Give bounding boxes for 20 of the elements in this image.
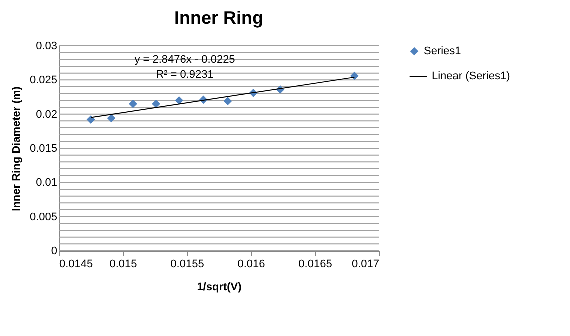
y-tick-label: 0.03: [36, 40, 58, 52]
y-tick-label: 0.005: [30, 211, 58, 224]
y-tick-label: 0: [51, 246, 58, 258]
y-tick-label: 0.015: [30, 143, 58, 155]
x-tick-label: 0.015: [110, 258, 138, 270]
x-tick-label: 0.0145: [60, 258, 94, 270]
annotation: R² = 0.9231: [156, 69, 214, 81]
y-axis-title: Inner Ring Diameter (m): [10, 86, 23, 212]
chart-title: Inner Ring: [174, 8, 264, 28]
x-tick-label: 0.0155: [170, 258, 204, 270]
y-tick-label: 0.02: [36, 108, 58, 121]
legend-label: Series1: [424, 46, 462, 58]
x-tick-label: 0.017: [352, 258, 380, 270]
y-tick-label: 0.025: [30, 74, 58, 87]
x-tick-label: 0.0165: [298, 258, 332, 270]
x-tick-label: 0.016: [238, 258, 266, 270]
y-tick-label: 0.01: [36, 177, 58, 190]
annotation: y = 2.8476x - 0.0225: [134, 54, 236, 66]
x-axis-title: 1/sqrt(V): [197, 282, 242, 294]
legend-label: Linear (Series1): [432, 70, 510, 82]
